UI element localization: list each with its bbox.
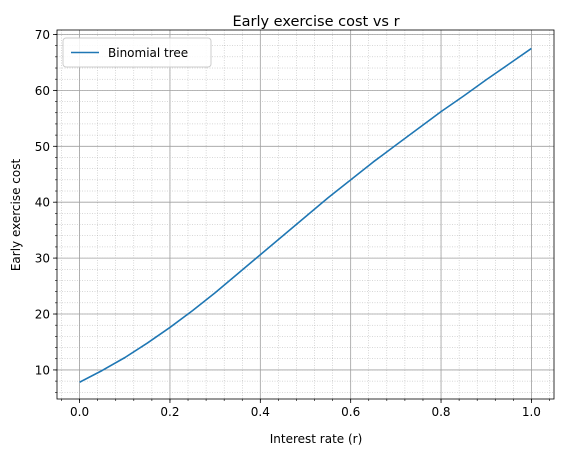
legend-label: Binomial tree [108, 46, 188, 60]
chart-title: Early exercise cost vs r [232, 14, 399, 30]
x-tick-label: 0.4 [251, 405, 270, 419]
x-tick-label: 0.6 [341, 405, 360, 419]
y-tick-label: 30 [35, 252, 50, 266]
major-grid [57, 30, 554, 399]
series-line-binomial-tree [79, 47, 532, 383]
y-tick-label: 20 [35, 308, 50, 322]
y-tick-label: 10 [35, 363, 50, 377]
y-axis-label: Early exercise cost [9, 159, 23, 272]
x-tick-label: 0.0 [70, 405, 89, 419]
x-tick-label: 0.8 [431, 405, 450, 419]
x-tick-label: 1.0 [522, 405, 541, 419]
y-tick-label: 70 [35, 28, 50, 42]
y-tick-label: 60 [35, 84, 50, 98]
y-tick-label: 40 [35, 196, 50, 210]
legend-box [62, 37, 212, 68]
x-axis-label: Interest rate (r) [270, 432, 363, 446]
plot-frame [56, 29, 555, 400]
y-tick-label: 50 [35, 140, 50, 154]
y-axis: 10 20 30 40 50 60 70 [35, 28, 57, 393]
x-axis: 0.0 0.2 0.4 0.6 0.8 1.0 [61, 399, 550, 419]
x-tick-label: 0.2 [160, 405, 179, 419]
series-layer [79, 47, 532, 383]
legend: Binomial tree [62, 37, 212, 68]
